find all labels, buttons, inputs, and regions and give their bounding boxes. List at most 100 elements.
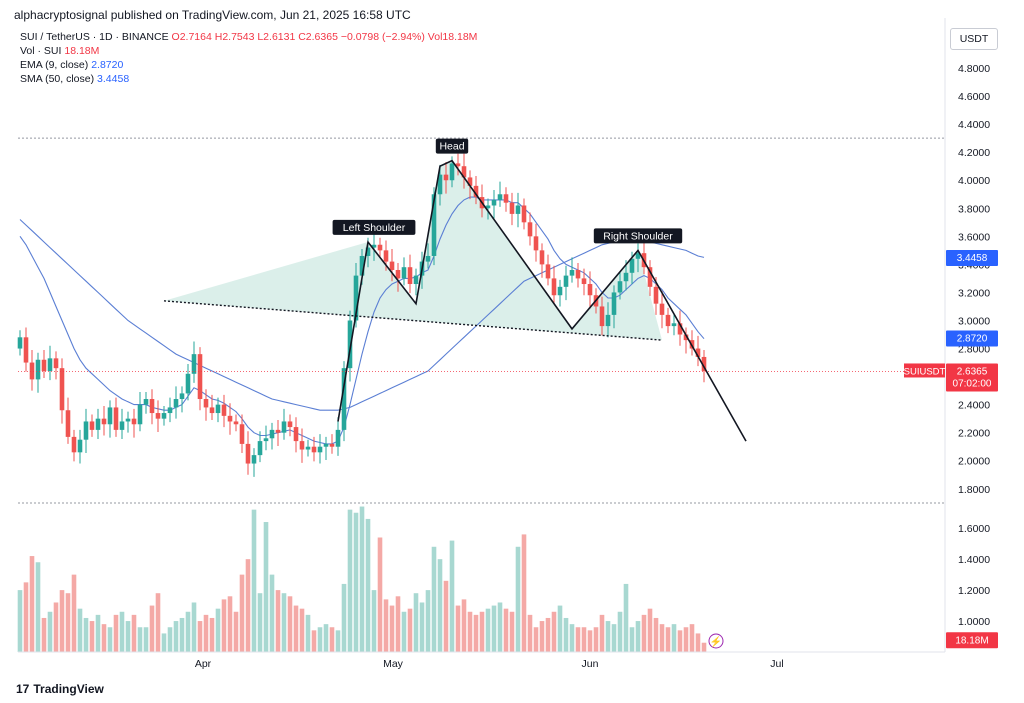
volume-bar [539,621,545,652]
candle-body [509,202,515,214]
volume-bar [119,611,125,652]
time-tick-label: Apr [195,658,212,670]
candle-body [503,194,509,203]
volume-bar [29,556,35,652]
candle-body [251,455,257,464]
volume-bar [59,590,65,652]
volume-bar [659,624,665,652]
candle-body [95,418,101,430]
volume-bar [629,627,635,652]
volume-bar [599,614,605,652]
ema-tag-text: 2.8720 [957,333,988,344]
volume-bar [617,611,623,652]
legend-ema-value: 2.8720 [91,59,124,71]
candle-body [221,404,227,416]
candle-body [77,439,83,453]
volume-bar [671,624,677,652]
candle-body [641,253,647,268]
volume-bar [239,574,245,652]
volume-bar [233,611,239,652]
candle-body [83,421,89,440]
candle-body [179,393,185,400]
volume-bar [329,627,335,652]
candle-body [407,267,413,285]
last-price-tag-text: 07:02:00 [953,378,992,389]
volume-bar [581,627,587,652]
legend-sma-row: SMA (50, close) 3.4458 [20,72,477,86]
price-tick-label: 1.8000 [958,484,990,496]
volume-bar [419,602,425,652]
volume-bar [167,627,173,652]
volume-bar [389,605,395,652]
candle-body [371,244,377,248]
volume-bar [365,518,371,652]
price-tick-label: 3.0000 [958,315,990,327]
volume-bar [533,627,539,652]
candle-body [323,443,329,447]
sma50-line [19,219,705,411]
price-tick-label: 2.6000 [958,372,990,384]
time-axis: Apr May Jun Jul [18,651,945,670]
volume-bar [359,506,365,652]
volume-bar [197,621,203,652]
volume-tick-label: 1.6000 [958,523,990,535]
volume-bar [683,627,689,652]
candle-body [287,421,293,428]
volume-tick-label: 1.0000 [958,616,990,628]
candle-body [377,244,383,251]
volume-bar [623,583,629,652]
volume-bar [305,614,311,652]
candle-body [113,407,119,430]
candle-body [209,407,215,414]
candle-body [47,358,53,371]
price-tick-label: 2.0000 [958,456,990,468]
candle-body [521,205,527,223]
volume-bar [281,593,287,652]
candle-body [611,292,617,315]
candle-body [347,320,353,369]
candle-body [617,281,623,293]
legend-sma-label: SMA (50, close) [20,73,95,85]
volume-tick-label: 1.4000 [958,554,990,566]
currency-selector[interactable]: USDT [950,28,998,50]
candle-body [599,306,605,327]
volume-bar [161,633,167,652]
ema-tag: 2.8720 [946,330,998,347]
symbol-tag-text: SUIUSDT [904,366,946,377]
candle-body [593,295,599,307]
bolt-icon-glyph: ⚡ [710,635,722,648]
volume-tick-label: 1.2000 [958,585,990,597]
bolt-icon-circle [708,633,724,649]
volume-bar [371,590,377,652]
legend-symbol: SUI / TetherUS · 1D · BINANCE [20,31,169,43]
candle-body [665,314,671,327]
candle-body [125,418,131,422]
legend-vol-value: 18.18M [64,45,100,57]
candle-body [149,399,155,414]
price-tick-label: 4.8000 [958,63,990,75]
candle-body [473,185,479,198]
volume-bar [215,608,221,652]
volume-bar [701,642,707,652]
volume-bars [17,506,707,652]
volume-bar [47,611,53,652]
volume-bar [383,599,389,652]
candle-body [557,286,563,296]
candle-body [419,261,425,276]
candle-body [353,275,359,321]
volume-bar [503,608,509,652]
volume-bar [635,621,641,652]
volume-bar [563,617,569,652]
candle-body [527,222,533,237]
candle-body [491,199,497,206]
volume-bar [149,605,155,652]
candle-body [335,429,341,447]
legend-ema-row: EMA (9, close) 2.8720 [20,58,477,72]
price-tick-label: 4.4000 [958,119,990,131]
volume-bar [377,537,383,652]
volume-bar [689,624,695,652]
ema9-line [19,196,705,445]
volume-bar [323,624,329,652]
